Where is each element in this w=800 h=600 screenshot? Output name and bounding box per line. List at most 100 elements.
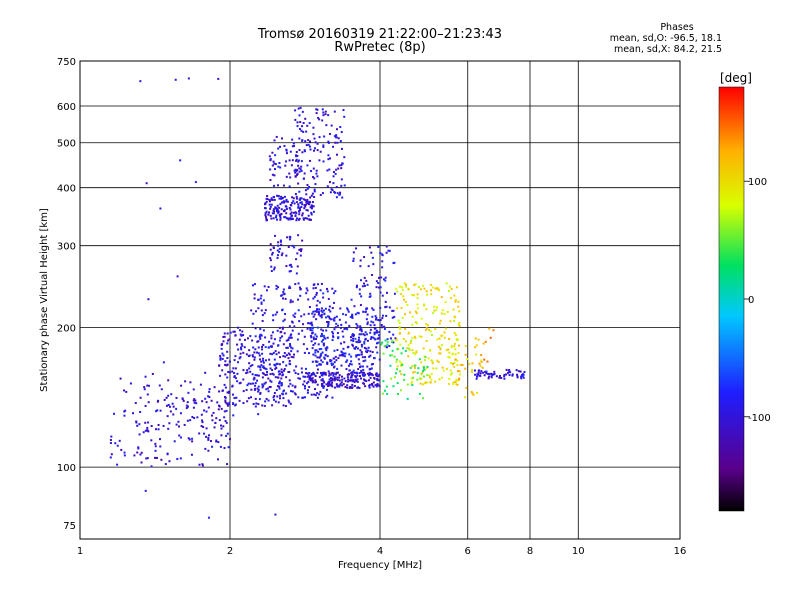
data-point xyxy=(279,240,282,243)
data-point xyxy=(305,130,308,133)
data-point xyxy=(316,108,319,111)
data-point xyxy=(110,435,113,438)
data-point xyxy=(377,341,380,344)
data-point xyxy=(322,145,325,148)
data-point xyxy=(277,344,280,347)
data-point xyxy=(312,176,315,179)
data-point xyxy=(271,173,274,176)
data-point xyxy=(369,328,372,331)
data-point xyxy=(274,367,277,370)
data-point xyxy=(386,338,389,341)
data-point xyxy=(422,284,425,287)
data-point xyxy=(385,346,388,349)
data-point xyxy=(371,362,374,365)
data-point xyxy=(344,352,347,355)
data-point xyxy=(341,351,344,354)
data-point xyxy=(485,370,488,373)
data-point xyxy=(185,407,188,410)
data-point xyxy=(147,298,150,301)
data-point xyxy=(278,250,281,253)
data-point xyxy=(331,330,334,333)
data-point xyxy=(315,304,318,307)
data-point xyxy=(139,396,142,399)
data-point xyxy=(340,167,343,170)
data-point xyxy=(145,457,148,460)
data-point xyxy=(522,376,525,379)
data-point xyxy=(273,266,276,269)
data-point xyxy=(355,354,358,357)
data-point xyxy=(393,355,396,358)
data-point xyxy=(232,393,235,396)
data-point xyxy=(438,337,441,340)
data-point xyxy=(259,333,262,336)
data-point xyxy=(225,364,228,367)
x-tick-label: 8 xyxy=(527,546,533,557)
data-point xyxy=(211,419,214,422)
data-point xyxy=(332,292,335,295)
data-point xyxy=(222,354,225,357)
data-point xyxy=(517,370,520,373)
data-point xyxy=(320,379,323,382)
data-point xyxy=(322,380,325,383)
data-point xyxy=(381,392,384,395)
data-point xyxy=(409,311,412,314)
data-point xyxy=(292,200,295,203)
data-point xyxy=(262,384,265,387)
data-point xyxy=(228,371,231,374)
data-point xyxy=(249,370,252,373)
data-point xyxy=(394,337,397,340)
data-point xyxy=(411,349,414,352)
data-point xyxy=(481,366,484,369)
data-point xyxy=(316,356,319,359)
data-point xyxy=(338,318,341,321)
data-point xyxy=(289,301,292,304)
data-point xyxy=(322,371,325,374)
data-point xyxy=(353,380,356,383)
data-point xyxy=(310,194,313,197)
data-point xyxy=(379,319,382,322)
data-point xyxy=(303,204,306,207)
data-point xyxy=(316,142,319,145)
data-point xyxy=(503,377,506,380)
data-point xyxy=(294,393,297,396)
data-point xyxy=(238,338,241,341)
data-point xyxy=(201,464,204,467)
data-point xyxy=(352,369,355,372)
data-point xyxy=(256,340,259,343)
data-point xyxy=(480,359,483,362)
data-point xyxy=(254,335,257,338)
data-point xyxy=(293,392,296,395)
data-point xyxy=(281,308,284,311)
data-point xyxy=(228,403,231,406)
data-point xyxy=(398,322,401,325)
data-point xyxy=(326,169,329,172)
data-point xyxy=(318,348,321,351)
data-point xyxy=(239,356,242,359)
data-point xyxy=(294,154,297,157)
data-point xyxy=(254,405,257,408)
data-point xyxy=(391,309,394,312)
data-point xyxy=(252,402,255,405)
data-point xyxy=(295,219,298,222)
data-point xyxy=(450,346,453,349)
data-point xyxy=(415,351,418,354)
data-point xyxy=(323,357,326,360)
data-point xyxy=(282,290,285,293)
data-point xyxy=(324,113,327,116)
data-point xyxy=(297,298,300,301)
data-point xyxy=(325,124,328,127)
data-point xyxy=(338,354,341,357)
data-point xyxy=(511,373,514,376)
data-point xyxy=(372,336,375,339)
data-point xyxy=(340,147,343,150)
data-point xyxy=(283,144,286,147)
data-point xyxy=(325,383,328,386)
data-point xyxy=(280,371,283,374)
data-point xyxy=(160,458,163,461)
data-point xyxy=(332,145,335,148)
data-point xyxy=(272,217,275,220)
data-point xyxy=(360,333,363,336)
data-point xyxy=(240,343,243,346)
data-point xyxy=(439,348,442,351)
data-point xyxy=(263,404,266,407)
